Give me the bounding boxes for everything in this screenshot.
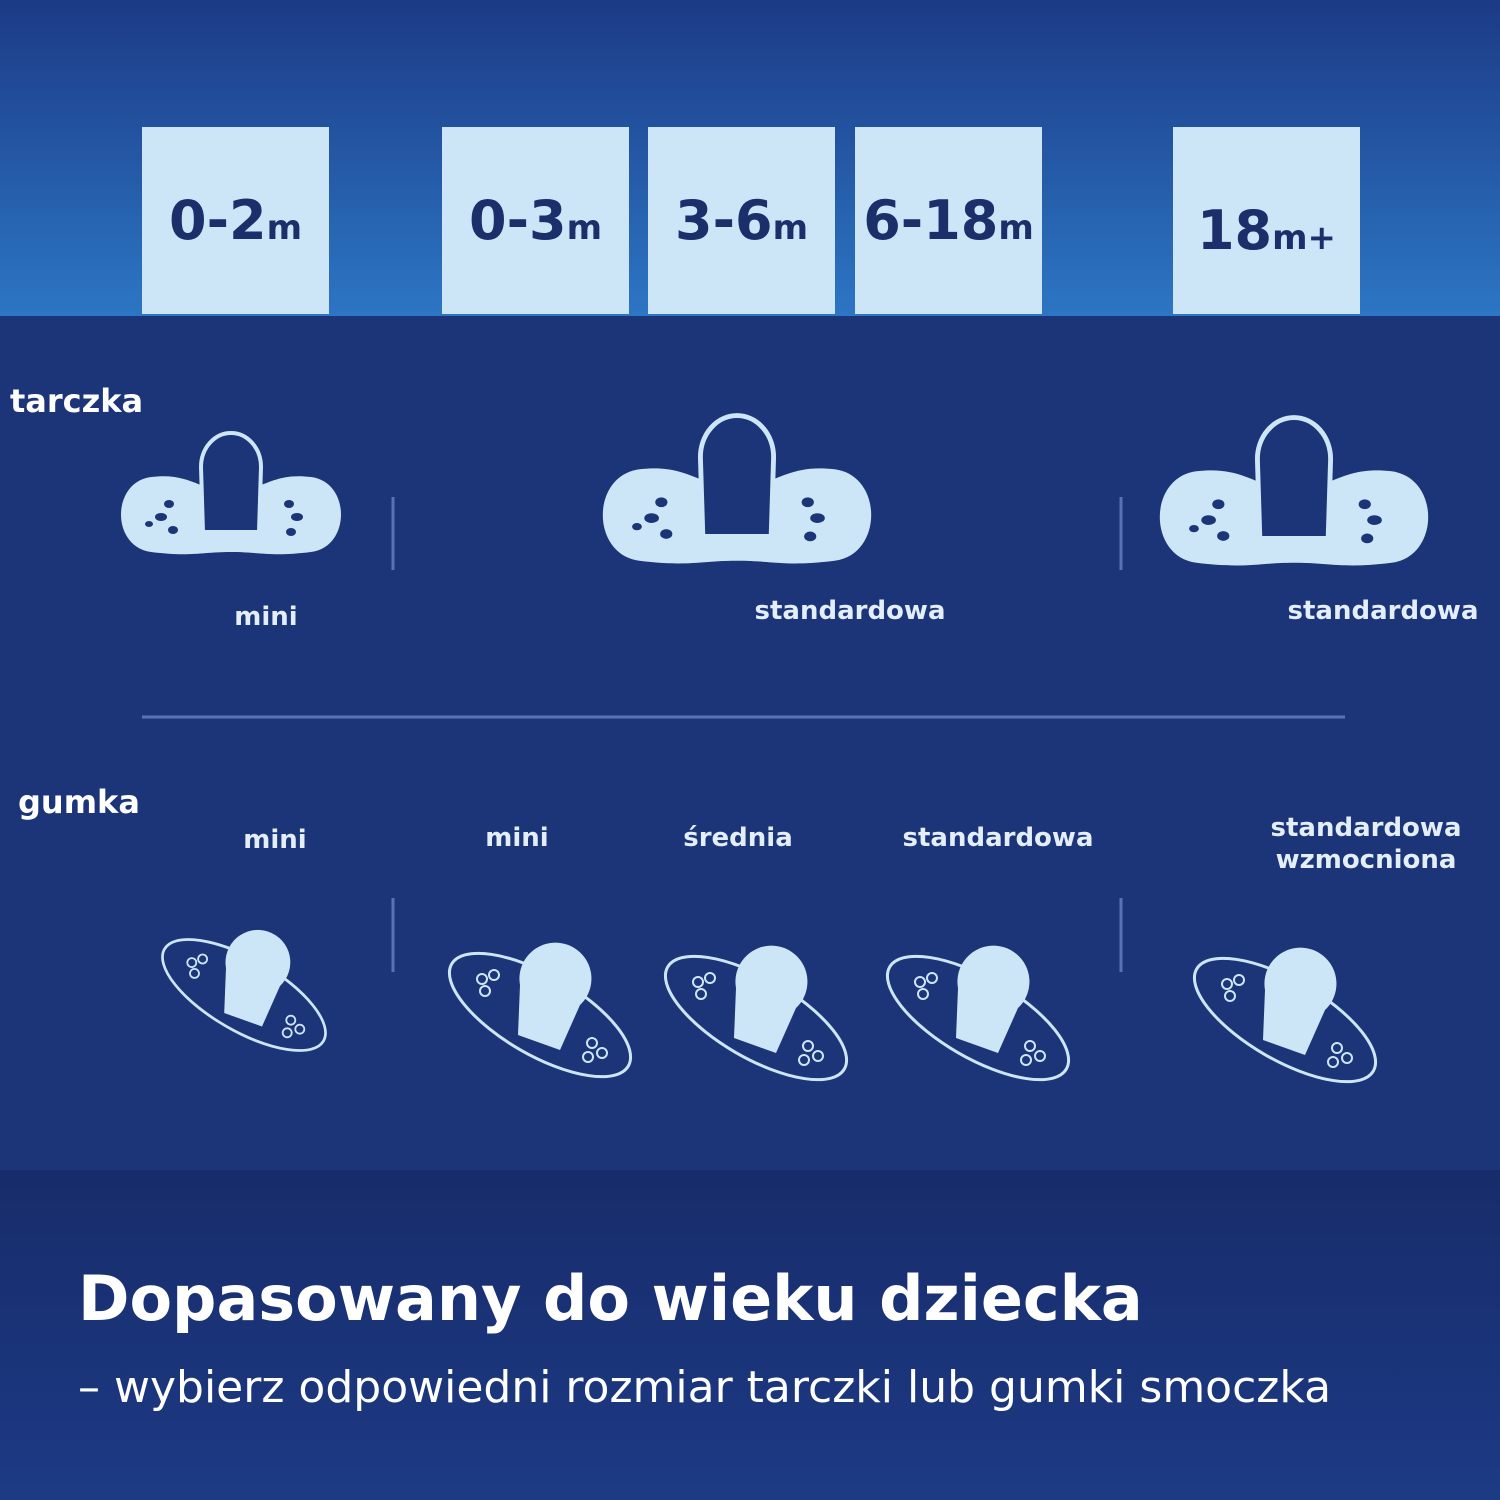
- section-label: gumka: [18, 783, 140, 821]
- age-unit: m: [266, 207, 302, 248]
- age-unit: m: [998, 207, 1034, 248]
- age-range: 6-18: [863, 189, 999, 252]
- size-label: mini: [485, 822, 548, 854]
- size-label-line: standardowa: [1270, 813, 1462, 843]
- size-label: standardowa: [1287, 596, 1479, 626]
- age-unit: m: [566, 207, 602, 248]
- size-label-line: średnia: [683, 823, 793, 853]
- size-label-line: mini: [485, 823, 549, 853]
- age-box: 3-6 m: [648, 127, 835, 314]
- age-range: 0-2: [169, 189, 267, 252]
- age-range: 0-3: [469, 189, 567, 252]
- size-label: średnia: [683, 822, 793, 854]
- size-label-line: wzmocniona: [1275, 845, 1457, 875]
- size-label: standardowa: [903, 822, 1094, 854]
- teat-icon: [1175, 932, 1395, 1108]
- size-label: mini: [234, 602, 298, 632]
- age-box: 6-18 m: [855, 127, 1042, 314]
- age-range: 18: [1196, 199, 1273, 262]
- size-label-line: mini: [243, 825, 307, 855]
- age-unit: m: [772, 207, 808, 248]
- size-label: standardowa wzmocniona: [1271, 812, 1462, 876]
- size-label: mini: [243, 824, 306, 856]
- size-label-line: standardowa: [902, 823, 1094, 853]
- age-box: 0-2 m: [142, 127, 329, 314]
- age-box: 0-3 m: [442, 127, 629, 314]
- shield-icon: [119, 431, 343, 557]
- dividers: [142, 497, 1345, 972]
- age-box: 18 m+: [1173, 127, 1360, 314]
- teat-icon: [868, 930, 1088, 1106]
- section-label: tarczka: [10, 382, 144, 420]
- footer-subtitle: – wybierz odpowiedni rozmiar tarczki lub…: [78, 1362, 1332, 1413]
- footer-band: [0, 1170, 1500, 1500]
- footer-title: Dopasowany do wieku dziecka: [78, 1262, 1143, 1335]
- teat-icon: [646, 930, 866, 1106]
- age-unit: m+: [1272, 217, 1337, 258]
- teat-icon: [145, 916, 343, 1074]
- shield-icon: [1160, 418, 1428, 566]
- size-label: standardowa: [754, 596, 946, 626]
- teat-icon: [430, 927, 650, 1103]
- shield-icon: [603, 416, 871, 564]
- age-range: 3-6: [675, 189, 773, 252]
